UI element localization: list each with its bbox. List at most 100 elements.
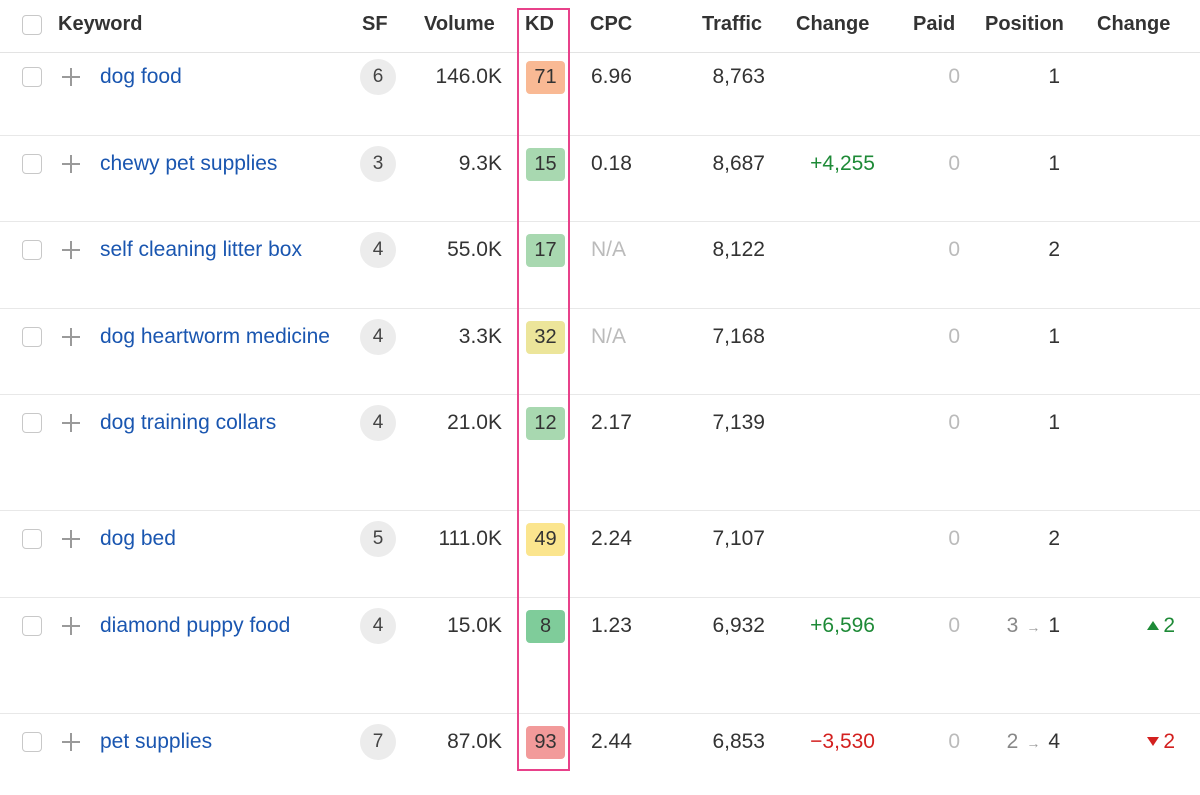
volume-value: 55.0K xyxy=(447,238,502,261)
keyword-link[interactable]: pet supplies xyxy=(100,730,213,753)
col-keyword[interactable]: Keyword xyxy=(58,13,143,35)
table-row: pet supplies 7 87.0K 93 2.44 6,853 −3,53… xyxy=(0,724,1200,765)
plus-icon[interactable] xyxy=(62,414,80,432)
paid-value: 0 xyxy=(948,238,960,261)
serp-features-badge[interactable]: 4 xyxy=(360,232,396,268)
keyword-link[interactable]: chewy pet supplies xyxy=(100,152,278,175)
cpc-value: 1.23 xyxy=(591,614,632,637)
position-from: 2 xyxy=(1006,730,1019,753)
paid-value: 0 xyxy=(948,152,960,175)
cpc-value: 6.96 xyxy=(591,65,632,88)
serp-features-badge[interactable]: 7 xyxy=(360,724,396,760)
serp-features-badge[interactable]: 6 xyxy=(360,59,396,95)
serp-features-badge[interactable]: 5 xyxy=(360,521,396,557)
position-to: 1 xyxy=(1048,614,1060,637)
position-to: 1 xyxy=(1048,411,1060,434)
keyword-link[interactable]: self cleaning litter box xyxy=(100,238,302,261)
row-checkbox[interactable] xyxy=(22,67,42,87)
col-kd[interactable]: KD xyxy=(525,13,554,35)
kd-badge: 71 xyxy=(526,61,565,94)
position-change-value: 2 xyxy=(1163,614,1175,637)
table-row: chewy pet supplies 3 9.3K 15 0.18 8,687 … xyxy=(0,146,1200,187)
position-from: 3 xyxy=(1006,614,1019,637)
row-checkbox[interactable] xyxy=(22,413,42,433)
row-divider xyxy=(0,597,1200,598)
position-change-cell: 2 xyxy=(1080,614,1175,638)
row-divider xyxy=(0,510,1200,511)
position-to: 1 xyxy=(1048,65,1060,88)
traffic-change-value: +6,596 xyxy=(810,614,875,637)
row-divider xyxy=(0,135,1200,136)
kd-badge: 49 xyxy=(526,523,565,556)
volume-value: 87.0K xyxy=(447,730,502,753)
serp-features-badge[interactable]: 3 xyxy=(360,146,396,182)
keyword-link[interactable]: dog bed xyxy=(100,527,176,550)
col-position-change[interactable]: Change xyxy=(1097,13,1171,35)
row-divider xyxy=(0,308,1200,309)
volume-value: 9.3K xyxy=(458,152,502,175)
cpc-value: 2.24 xyxy=(591,527,632,550)
cpc-value: N/A xyxy=(591,238,627,261)
row-checkbox[interactable] xyxy=(22,240,42,260)
plus-icon[interactable] xyxy=(62,241,80,259)
position-to: 2 xyxy=(1048,527,1060,550)
keyword-link[interactable]: dog food xyxy=(100,65,182,88)
plus-icon[interactable] xyxy=(62,68,80,86)
traffic-value: 8,122 xyxy=(712,238,765,261)
position-to: 1 xyxy=(1048,152,1060,175)
volume-value: 15.0K xyxy=(447,614,502,637)
plus-icon[interactable] xyxy=(62,328,80,346)
row-divider xyxy=(0,394,1200,395)
table-row: dog food 6 146.0K 71 6.96 8,763 0 1 xyxy=(0,59,1200,100)
row-checkbox[interactable] xyxy=(22,327,42,347)
plus-icon[interactable] xyxy=(62,617,80,635)
plus-icon[interactable] xyxy=(62,733,80,751)
row-checkbox[interactable] xyxy=(22,529,42,549)
kd-badge: 15 xyxy=(526,148,565,181)
cpc-value: 0.18 xyxy=(591,152,632,175)
traffic-change-value: +4,255 xyxy=(810,152,875,175)
traffic-value: 6,853 xyxy=(712,730,765,753)
keyword-link[interactable]: dog heartworm medicine xyxy=(100,325,330,348)
position-cell: 2 xyxy=(960,238,1060,262)
position-to: 2 xyxy=(1048,238,1060,261)
select-all-checkbox[interactable] xyxy=(22,15,42,35)
keyword-link[interactable]: dog training collars xyxy=(100,411,277,434)
plus-icon[interactable] xyxy=(62,155,80,173)
traffic-value: 7,139 xyxy=(712,411,765,434)
paid-value: 0 xyxy=(948,730,960,753)
row-checkbox[interactable] xyxy=(22,732,42,752)
col-traffic[interactable]: Traffic xyxy=(702,13,763,35)
table-row: dog training collars 4 21.0K 12 2.17 7,1… xyxy=(0,405,1200,446)
col-position[interactable]: Position xyxy=(985,13,1064,35)
paid-value: 0 xyxy=(948,65,960,88)
col-change[interactable]: Change xyxy=(796,13,870,35)
position-cell: 1 xyxy=(960,411,1060,435)
keyword-link[interactable]: diamond puppy food xyxy=(100,614,291,637)
cpc-value: 2.44 xyxy=(591,730,632,753)
paid-value: 0 xyxy=(948,411,960,434)
col-sf[interactable]: SF xyxy=(362,13,388,35)
position-cell: 1 xyxy=(960,152,1060,176)
volume-value: 21.0K xyxy=(447,411,502,434)
paid-value: 0 xyxy=(948,527,960,550)
serp-features-badge[interactable]: 4 xyxy=(360,319,396,355)
cpc-value: N/A xyxy=(591,325,627,348)
serp-features-badge[interactable]: 4 xyxy=(360,608,396,644)
col-paid[interactable]: Paid xyxy=(913,13,956,35)
row-divider xyxy=(0,221,1200,222)
triangle-up-icon xyxy=(1147,621,1160,630)
row-checkbox[interactable] xyxy=(22,616,42,636)
plus-icon[interactable] xyxy=(62,530,80,548)
position-to: 1 xyxy=(1048,325,1060,348)
row-checkbox[interactable] xyxy=(22,154,42,174)
row-divider xyxy=(0,713,1200,714)
kd-badge: 8 xyxy=(526,610,565,643)
table-header: Keyword SF Volume KD CPC Traffic Change … xyxy=(0,0,1200,53)
col-cpc[interactable]: CPC xyxy=(590,13,633,35)
col-volume[interactable]: Volume xyxy=(424,13,495,35)
serp-features-badge[interactable]: 4 xyxy=(360,405,396,441)
table-row: self cleaning litter box 4 55.0K 17 N/A … xyxy=(0,232,1200,273)
position-change-value: 2 xyxy=(1163,730,1175,753)
position-cell: 2 → 4 xyxy=(960,730,1060,754)
